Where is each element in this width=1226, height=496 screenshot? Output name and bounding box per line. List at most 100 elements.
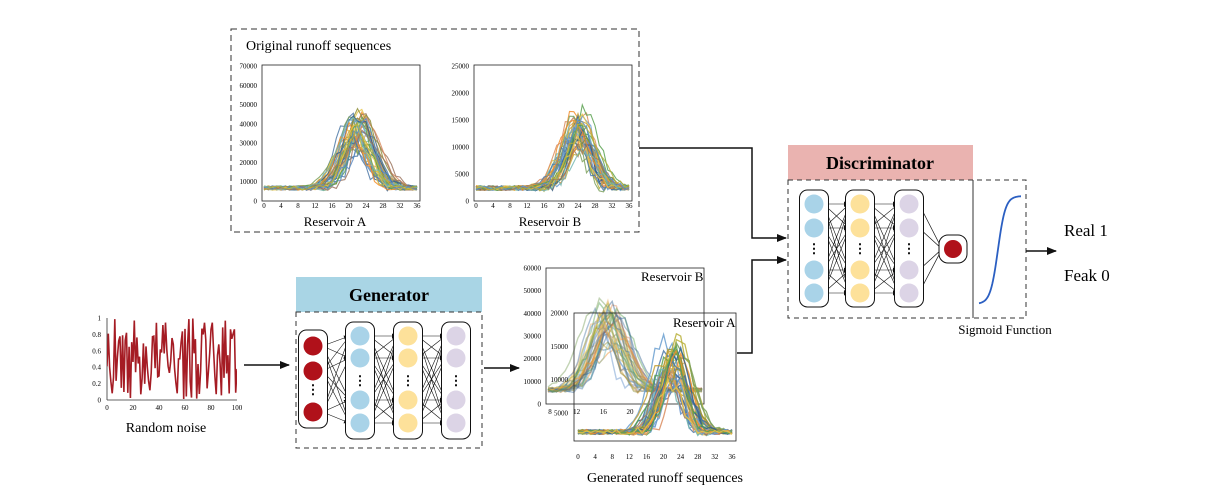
neuron-node <box>446 348 466 368</box>
generated-a-frame <box>573 312 737 442</box>
generated-b-frame <box>545 267 705 405</box>
generator-header <box>296 277 482 312</box>
generator-border <box>295 311 483 449</box>
neuron-node <box>804 194 824 214</box>
generated-outer-x-tick-label: 28 <box>694 453 702 461</box>
chart-b-x-tick-label: 4 <box>491 202 495 210</box>
chart-a-x-tick-label: 20 <box>346 202 354 210</box>
neuron-node <box>850 283 870 303</box>
noise-caption: Random noise <box>126 421 207 436</box>
neuron-node <box>446 390 466 410</box>
noise-y-tick-label: 1 <box>98 315 102 323</box>
chart-b-x-tick-label: 24 <box>575 202 583 210</box>
hydrograph-line <box>475 134 630 191</box>
generated-outer-x-tick-label: 0 <box>576 453 580 461</box>
generated-outer-y-tick-label: 60000 <box>524 265 542 273</box>
neuron-node <box>804 218 824 238</box>
ellipsis-icon: ⋮ <box>808 241 821 256</box>
chart-b-y-ticks: 25000 20000 15000 10000 5000 0 <box>452 63 470 206</box>
chart-a-x-tick-label: 32 <box>397 202 405 210</box>
chart-a-x-tick-label: 0 <box>262 202 266 210</box>
neuron-node <box>398 390 418 410</box>
generator-network: ⋮ ⋮ ⋮ ⋮ <box>298 321 471 440</box>
chart-a-y-tick-label: 0 <box>254 198 258 206</box>
chart-a-x-tick-label: 36 <box>414 202 422 210</box>
noise-y-tick-label: 0.4 <box>92 364 101 372</box>
neuron-node <box>350 390 370 410</box>
noise-x-ticks: 0 20 40 60 80 100 <box>105 404 243 412</box>
neuron-node <box>899 194 919 214</box>
generator-block: Generator ⋮ ⋮ ⋮ ⋮ <box>295 277 483 449</box>
generated-outer-y-tick-label: 0 <box>538 401 542 409</box>
generated-outer-x-tick-label: 20 <box>660 453 668 461</box>
chart-b-y-tick-label: 5000 <box>455 171 470 179</box>
sigmoid-curve <box>978 195 1021 305</box>
chart-b-series-lines <box>475 102 630 193</box>
generated-outer-y-tick-label: 20000 <box>524 355 542 363</box>
hydrograph-line <box>475 142 630 191</box>
chart-b-x-tick-label: 36 <box>626 202 634 210</box>
arrow-original-to-discriminator <box>639 147 787 242</box>
chart-a-caption: Reservoir A <box>304 214 367 229</box>
generated-outer-x-tick-label: 16 <box>643 453 651 461</box>
generated-inner-x-tick-label: 20 <box>627 408 635 416</box>
chart-a-x-tick-label: 4 <box>279 202 283 210</box>
layer-box <box>799 189 829 308</box>
hydrograph-line <box>475 119 630 192</box>
chart-a-y-tick-label: 60000 <box>240 82 258 90</box>
neuron-node <box>398 413 418 433</box>
layer-box <box>345 321 375 440</box>
output-fake-label: Feak 0 <box>1064 266 1110 285</box>
neuron-node <box>899 218 919 238</box>
chart-a-y-tick-label: 10000 <box>240 178 258 186</box>
ellipsis-icon: ⋮ <box>450 373 463 388</box>
chart-b-frame <box>473 64 633 202</box>
neuron-node <box>303 361 323 381</box>
chart-reservoir-a: 70000 60000 50000 40000 30000 20000 10000 0 0 4 8… <box>240 63 422 230</box>
arrow-generated-to-discriminator <box>737 256 787 354</box>
hydrograph-line <box>263 121 418 191</box>
generated-outer-y-tick-label: 30000 <box>524 333 542 341</box>
discriminator-header <box>788 145 973 180</box>
neuron-node <box>804 260 824 280</box>
generated-inner-y-tick-label: 20000 <box>551 310 569 318</box>
generated-outer-x-tick-label: 4 <box>593 453 597 461</box>
layer-box <box>894 189 924 308</box>
chart-b-x-tick-label: 28 <box>592 202 600 210</box>
layer-box <box>441 321 471 440</box>
chart-a-y-tick-label: 20000 <box>240 159 258 167</box>
noise-y-tick-label: 0.2 <box>92 380 101 388</box>
generated-outer-x-tick-label: 24 <box>677 453 685 461</box>
noise-y-tick-label: 0 <box>98 397 102 405</box>
generated-outer-x-tick-label: 12 <box>626 453 634 461</box>
generated-outer-y-tick-label: 50000 <box>524 287 542 295</box>
discriminator-network: ⋮ ⋮ ⋮ <box>799 189 968 308</box>
noise-x-tick-label: 80 <box>208 404 216 412</box>
chart-b-y-tick-label: 25000 <box>452 63 470 71</box>
neuron-node <box>804 283 824 303</box>
chart-a-x-tick-label: 24 <box>363 202 371 210</box>
chart-a-series-lines <box>263 107 418 192</box>
neuron-node <box>350 348 370 368</box>
generated-label-reservoir-a: Reservoir A <box>673 315 736 330</box>
generated-inner-x-tick-label: 12 <box>573 408 581 416</box>
hydrograph-line <box>475 123 630 191</box>
noise-x-tick-label: 0 <box>105 404 109 412</box>
chart-a-y-tick-label: 40000 <box>240 120 258 128</box>
chart-a-x-ticks: 0 4 8 12 16 20 24 28 32 36 <box>262 202 421 210</box>
chart-b-x-tick-label: 8 <box>508 202 512 210</box>
discriminator-border <box>787 179 1027 319</box>
noise-series-line <box>107 318 237 400</box>
noise-y-tick-label: 0.8 <box>92 331 101 339</box>
layer-box <box>393 321 423 440</box>
noise-x-tick-label: 60 <box>182 404 190 412</box>
chart-a-x-tick-label: 8 <box>296 202 300 210</box>
generated-outer-x-tick-label: 36 <box>729 453 737 461</box>
generated-inner-y-tick-label: 10000 <box>551 376 569 384</box>
chart-b-y-tick-label: 0 <box>466 198 470 206</box>
ellipsis-icon: ⋮ <box>354 373 367 388</box>
neuron-node <box>398 348 418 368</box>
chart-b-caption: Reservoir B <box>519 214 582 229</box>
generated-inner-x-tick-label: 16 <box>600 408 608 416</box>
